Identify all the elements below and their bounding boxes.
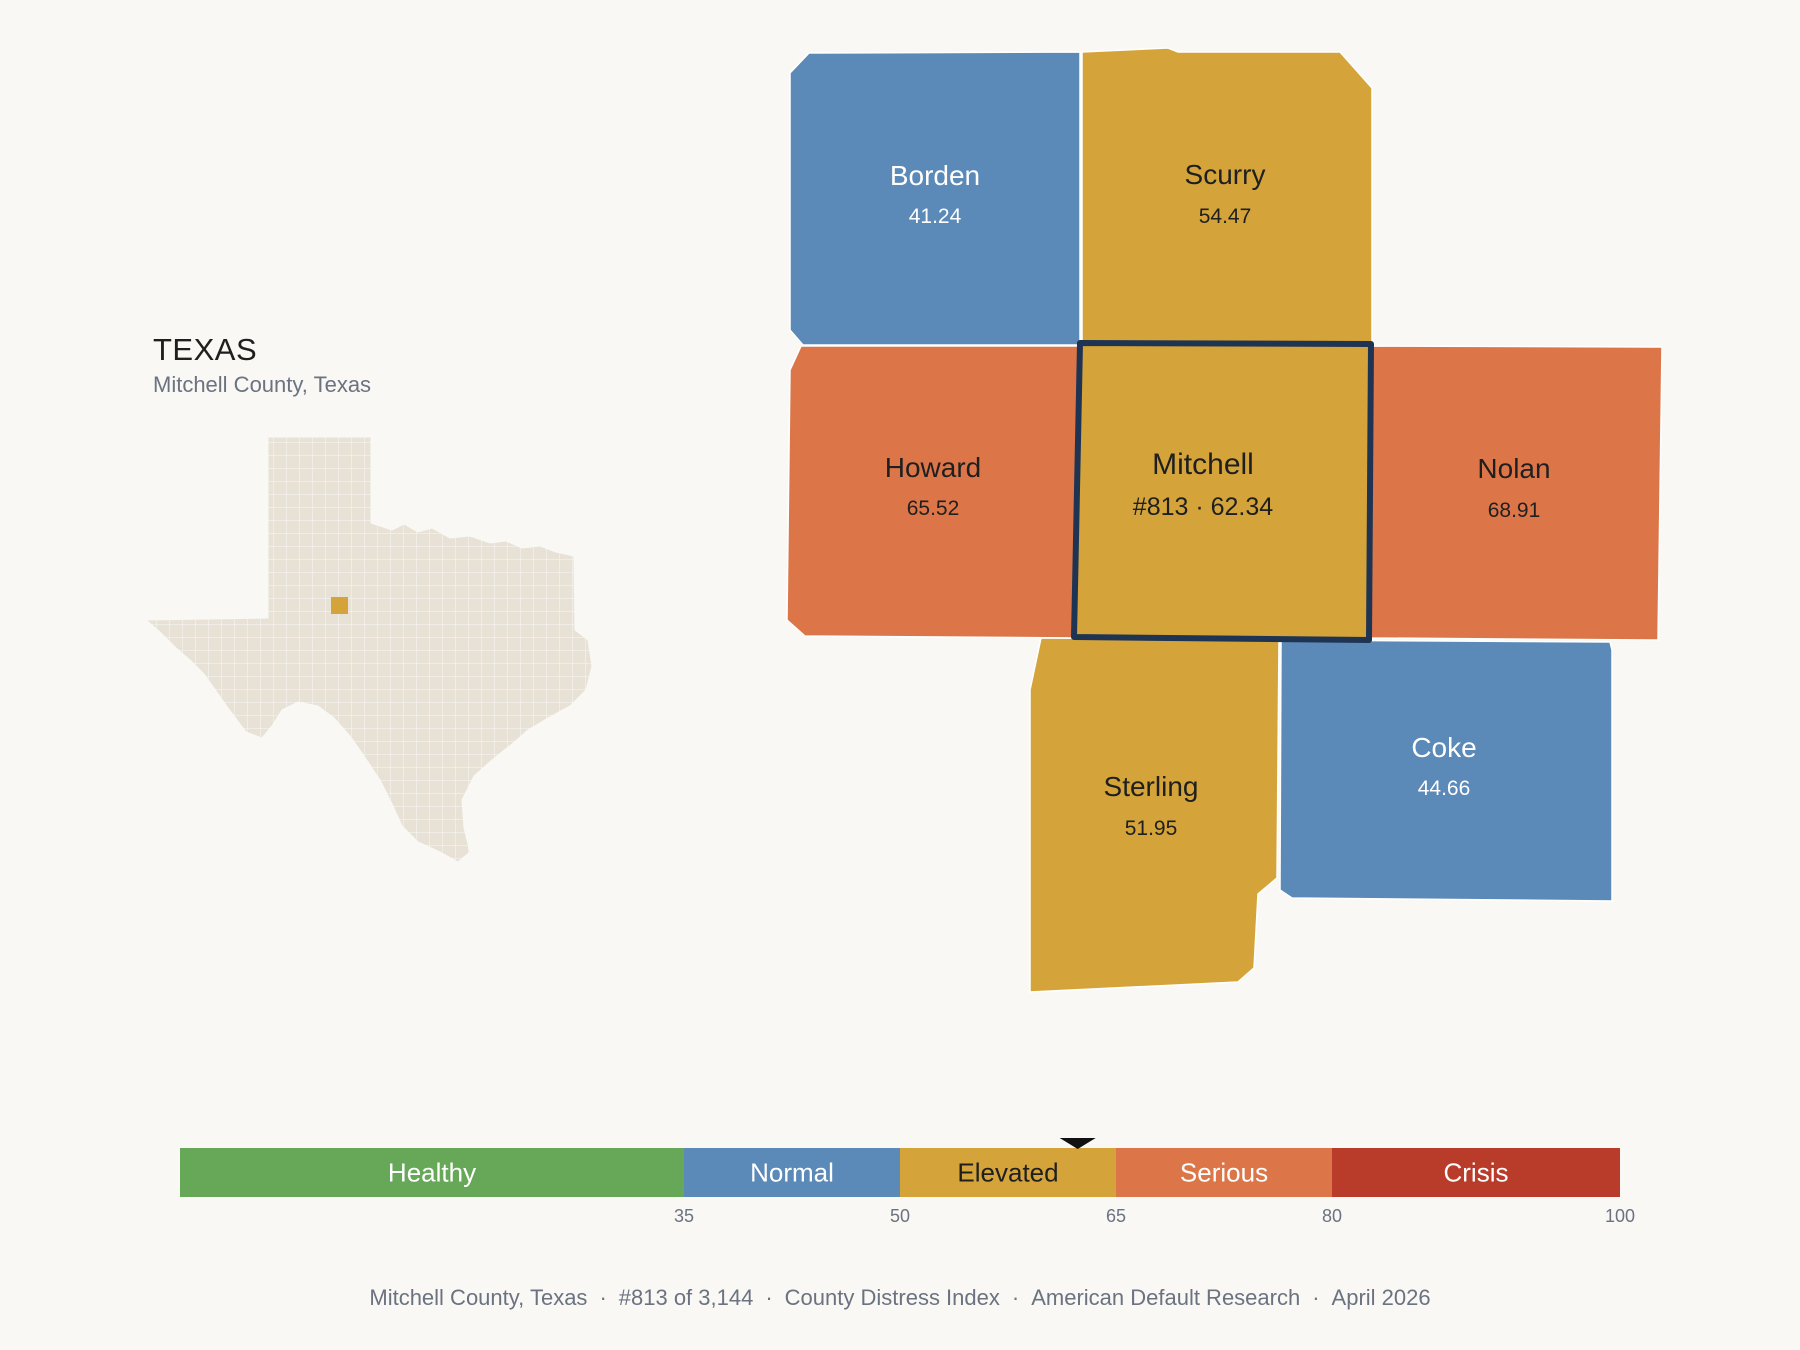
legend-band-label: Serious	[1180, 1158, 1268, 1188]
texas-outline	[144, 436, 593, 863]
footer-separator: ·	[599, 1285, 607, 1310]
footer-item: County Distress Index	[784, 1285, 1000, 1310]
legend-tick-label: 65	[1106, 1206, 1126, 1226]
county-value-scurry: 54.47	[1199, 205, 1252, 228]
legend-band-healthy	[180, 1148, 684, 1197]
county-label-nolan: Nolan	[1477, 453, 1550, 484]
footer-item: Mitchell County, Texas	[369, 1285, 588, 1310]
county-value-mitchell: #813 · 62.34	[1133, 493, 1273, 521]
county-sterling[interactable]	[1029, 637, 1280, 993]
legend-band-crisis	[1332, 1148, 1620, 1197]
legend-tick-label: 35	[674, 1206, 694, 1226]
county-label-scurry: Scurry	[1185, 159, 1266, 190]
footer-separator: ·	[765, 1285, 773, 1310]
county-coke[interactable]	[1279, 639, 1613, 902]
footer-separator: ·	[1011, 1285, 1020, 1310]
footer-item: April 2026	[1331, 1285, 1431, 1310]
legend-band-serious	[1116, 1148, 1332, 1197]
county-borden[interactable]	[789, 51, 1081, 346]
county-label-mitchell: Mitchell	[1152, 448, 1254, 481]
state-subtitle: Mitchell County, Texas	[153, 372, 372, 397]
mitchell-locator-marker	[331, 597, 348, 614]
legend-tick-label: 50	[890, 1206, 910, 1226]
legend-marker-icon	[1059, 1138, 1096, 1149]
footer-item: American Default Research	[1031, 1285, 1301, 1310]
legend-band-label: Elevated	[957, 1158, 1058, 1188]
legend-band-label: Healthy	[388, 1158, 476, 1188]
legend-tick-label: 80	[1322, 1206, 1342, 1226]
county-value-nolan: 68.91	[1488, 499, 1541, 522]
legend-band-normal	[684, 1148, 900, 1197]
county-value-coke: 44.66	[1418, 777, 1471, 800]
county-value-sterling: 51.95	[1125, 817, 1178, 840]
county-value-borden: 41.24	[909, 205, 962, 228]
legend-tick-label: 100	[1605, 1206, 1635, 1226]
footer-credits: Mitchell County, Texas · #813 of 3,144 · Cou…	[0, 1285, 1800, 1311]
legend-band-label: Crisis	[1444, 1158, 1509, 1188]
county-label-sterling: Sterling	[1104, 771, 1199, 802]
footer-separator: ·	[1312, 1285, 1320, 1310]
legend-band-label: Normal	[750, 1158, 834, 1188]
county-label-howard: Howard	[885, 452, 981, 483]
state-title: TEXAS	[153, 332, 258, 367]
county-value-howard: 65.52	[907, 497, 960, 520]
county-label-borden: Borden	[890, 160, 980, 191]
county-mitchell[interactable]	[1071, 340, 1374, 643]
county-label-coke: Coke	[1411, 732, 1476, 763]
legend-band-elevated	[900, 1148, 1116, 1197]
footer-item: #813 of 3,144	[618, 1285, 754, 1310]
